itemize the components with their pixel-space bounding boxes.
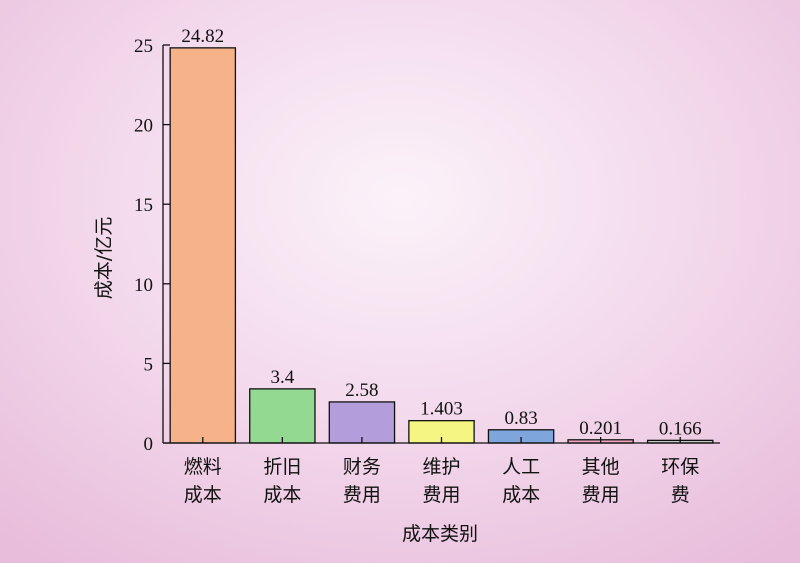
data-label-3: 1.403 — [420, 399, 463, 420]
y-tick-label: 5 — [144, 354, 154, 375]
x-tick-label-4-line-1: 成本 — [502, 484, 540, 506]
data-label-0: 24.82 — [181, 26, 224, 47]
data-labels-group: 24.82 3.4 2.58 1.403 0.83 0.201 0.166 — [181, 26, 701, 439]
x-tick-label-1-line-1: 成本 — [263, 484, 301, 506]
bar-2 — [328, 401, 396, 444]
data-label-4: 0.83 — [504, 408, 537, 429]
y-tick-label: 15 — [134, 195, 153, 216]
y-tick-label: 25 — [134, 36, 153, 57]
x-tick-label-3-line-0: 维护 — [422, 456, 460, 478]
x-tick-label-1-line-0: 折旧 — [263, 456, 301, 478]
x-tick-label-0-line-0: 燃料 — [184, 456, 222, 478]
y-tick-label: 0 — [144, 434, 154, 455]
x-tick-label-4-line-0: 人工 — [502, 456, 540, 478]
data-label-2: 2.58 — [345, 380, 378, 401]
y-tick-label: 20 — [134, 116, 153, 137]
y-axis-title: 成本/亿元 — [93, 217, 115, 299]
x-tick-label-3-line-1: 费用 — [422, 484, 460, 506]
x-tick-label-0-line-1: 成本 — [184, 484, 222, 506]
data-label-6: 0.166 — [659, 418, 702, 439]
bars-group — [169, 47, 714, 444]
bar-1 — [249, 388, 316, 444]
x-axis-title: 成本类别 — [402, 523, 478, 545]
data-label-1: 3.4 — [270, 367, 294, 388]
x-tick-label-6-line-1: 费 — [671, 484, 690, 506]
bar-0 — [169, 47, 237, 444]
x-tick-label-2-line-1: 费用 — [343, 484, 381, 506]
x-tick-label-2-line-0: 财务 — [343, 456, 381, 478]
x-tick-label-6-line-0: 环保 — [661, 456, 699, 478]
data-label-5: 0.201 — [579, 418, 622, 439]
y-tick-label: 10 — [134, 275, 153, 296]
x-tick-label-5-line-1: 费用 — [582, 484, 620, 506]
x-tick-label-5-line-0: 其他 — [582, 456, 620, 478]
y-ticks-group: 0 5 10 15 20 25 — [134, 36, 170, 455]
